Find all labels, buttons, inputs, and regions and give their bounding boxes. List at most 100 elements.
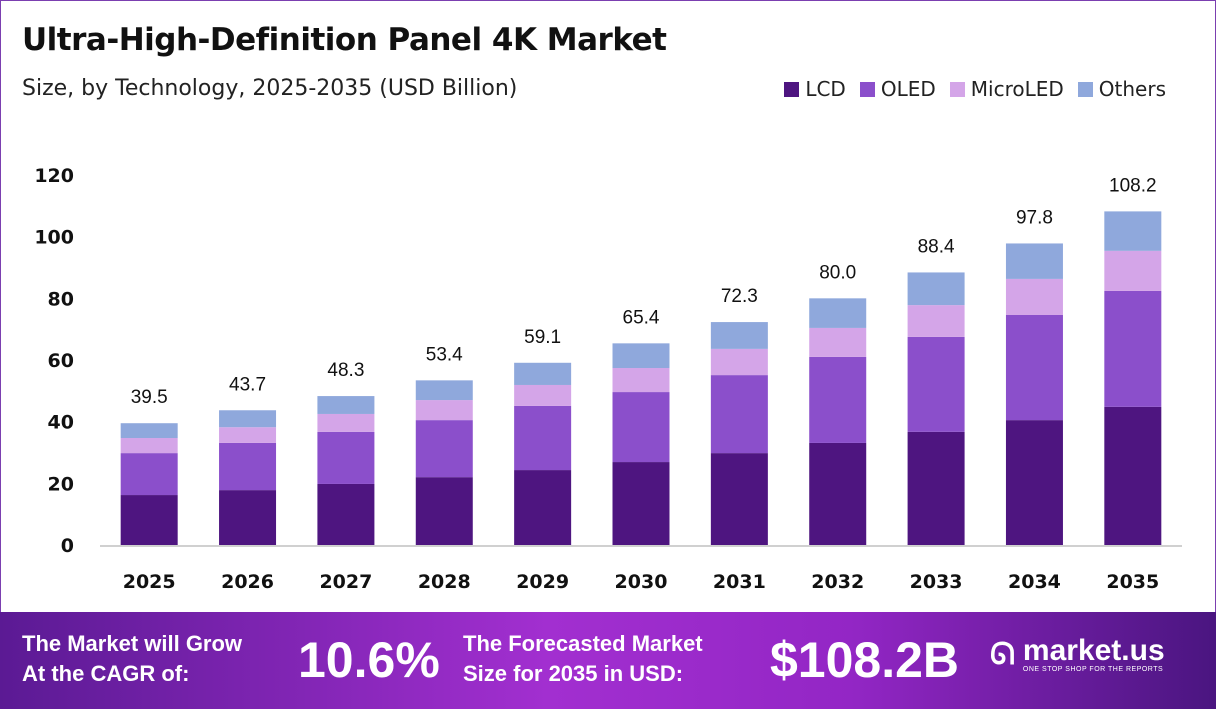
cagr-label-line2: At the CAGR of: (22, 661, 190, 686)
bar-others-2028 (415, 380, 473, 401)
bar-others-2027 (317, 396, 375, 414)
total-label: 48.3 (327, 360, 364, 381)
total-label: 53.4 (426, 344, 463, 365)
bar-lcd-2033 (907, 431, 965, 545)
legend-label: LCD (805, 77, 846, 101)
bar-lcd-2025 (120, 495, 178, 545)
bar-others-2034 (1005, 243, 1063, 279)
forecast-value: $108.2B (770, 632, 960, 688)
stacked-bar-chart: 0 20 40 60 80 100 120 39.5 2025 43.7 2026 48.3 2027 5… (34, 165, 1182, 593)
bar-oled-2028 (415, 420, 473, 478)
total-label: 88.4 (918, 236, 955, 257)
bar-microled-2033 (907, 305, 965, 337)
bar-lcd-2028 (415, 477, 473, 545)
cagr-value: 10.6% (298, 632, 440, 688)
bar-lcd-2034 (1005, 420, 1063, 545)
x-tick-label: 2029 (516, 571, 569, 593)
legend-label: Others (1098, 77, 1166, 101)
y-tick-label: 0 (61, 535, 74, 557)
legend-swatch (949, 81, 965, 97)
bar-microled-2026 (219, 427, 277, 443)
x-tick-label: 2034 (1008, 571, 1061, 593)
brand-logo: ᘏ market.us ONE STOP SHOP FOR THE REPORT… (990, 634, 1165, 674)
legend-item-microled: MicroLED (949, 77, 1064, 101)
legend-label: MicroLED (970, 77, 1064, 101)
bar-others-2029 (514, 362, 572, 385)
x-tick-label: 2026 (221, 571, 274, 593)
bar-microled-2034 (1005, 278, 1063, 315)
bar-microled-2027 (317, 413, 375, 432)
brand-tagline: ONE STOP SHOP FOR THE REPORTS (1022, 666, 1164, 673)
legend-label: OLED (880, 77, 936, 101)
y-tick-label: 120 (34, 165, 74, 187)
legend-item-others: Others (1077, 77, 1166, 101)
total-label: 65.4 (623, 307, 660, 328)
bar-others-2031 (710, 322, 768, 349)
legend-item-oled: OLED (859, 77, 936, 101)
bar-oled-2030 (612, 392, 670, 463)
cagr-label: The Market will Grow At the CAGR of: (22, 629, 242, 689)
forecast-label-line1: The Forecasted Market (463, 631, 703, 656)
bar-oled-2027 (317, 431, 375, 484)
bar-microled-2025 (120, 438, 178, 454)
bar-oled-2026 (219, 442, 277, 491)
bar-lcd-2035 (1104, 406, 1162, 545)
brand-name: market.us (1022, 634, 1165, 667)
bar-lcd-2030 (612, 462, 670, 545)
bar-microled-2028 (415, 400, 473, 421)
cagr-label-line1: The Market will Grow (22, 631, 243, 656)
total-label: 59.1 (524, 327, 561, 348)
bar-oled-2034 (1005, 314, 1063, 421)
bar-others-2030 (612, 343, 670, 369)
bar-microled-2035 (1104, 250, 1162, 291)
total-label: 72.3 (721, 286, 758, 307)
total-label: 80.0 (819, 262, 856, 283)
bar-microled-2030 (612, 368, 670, 393)
brand-logo-icon: ᘏ (990, 637, 1015, 671)
bar-oled-2031 (710, 375, 768, 454)
total-label: 39.5 (131, 387, 168, 408)
y-tick-label: 20 (48, 473, 74, 495)
forecast-label: The Forecasted Market Size for 2035 in U… (463, 629, 703, 689)
bar-lcd-2029 (514, 470, 572, 545)
bar-others-2033 (907, 272, 965, 306)
bar-others-2032 (809, 298, 867, 328)
bar-others-2026 (219, 410, 277, 428)
footer-banner: The Market will Grow At the CAGR of: 10.… (0, 612, 1216, 709)
bar-lcd-2026 (219, 490, 277, 545)
y-tick-label: 40 (48, 412, 74, 434)
bar-others-2025 (120, 423, 178, 439)
legend-swatch (859, 81, 875, 97)
legend-swatch (1077, 81, 1093, 97)
bar-oled-2032 (809, 356, 867, 443)
x-tick-label: 2035 (1106, 571, 1159, 593)
legend-swatch (784, 81, 800, 97)
y-tick-label: 60 (48, 350, 74, 372)
bar-microled-2031 (710, 348, 768, 376)
x-tick-label: 2031 (713, 571, 766, 593)
chart-title: Ultra-High-Definition Panel 4K Market (22, 22, 667, 58)
total-label: 43.7 (229, 374, 266, 395)
bar-oled-2035 (1104, 290, 1162, 407)
x-tick-label: 2028 (418, 571, 471, 593)
total-label: 97.8 (1016, 207, 1053, 228)
bar-lcd-2031 (710, 453, 768, 545)
x-tick-label: 2025 (123, 571, 176, 593)
x-tick-label: 2027 (319, 571, 372, 593)
bar-others-2035 (1104, 211, 1162, 251)
bar-lcd-2027 (317, 483, 375, 545)
chart-subtitle: Size, by Technology, 2025-2035 (USD Bill… (22, 76, 518, 101)
y-tick-label: 100 (34, 227, 74, 249)
bar-lcd-2032 (809, 442, 867, 545)
forecast-label-line2: Size for 2035 in USD: (463, 661, 684, 686)
y-tick-label: 80 (48, 288, 74, 310)
bar-microled-2032 (809, 327, 867, 357)
legend: LCD OLED MicroLED Others (784, 77, 1166, 101)
total-label: 108.2 (1109, 175, 1157, 196)
bar-oled-2033 (907, 336, 965, 432)
x-tick-label: 2030 (615, 571, 668, 593)
bar-oled-2029 (514, 405, 572, 471)
bar-oled-2025 (120, 453, 178, 496)
bar-microled-2029 (514, 384, 572, 406)
legend-item-lcd: LCD (784, 77, 846, 101)
